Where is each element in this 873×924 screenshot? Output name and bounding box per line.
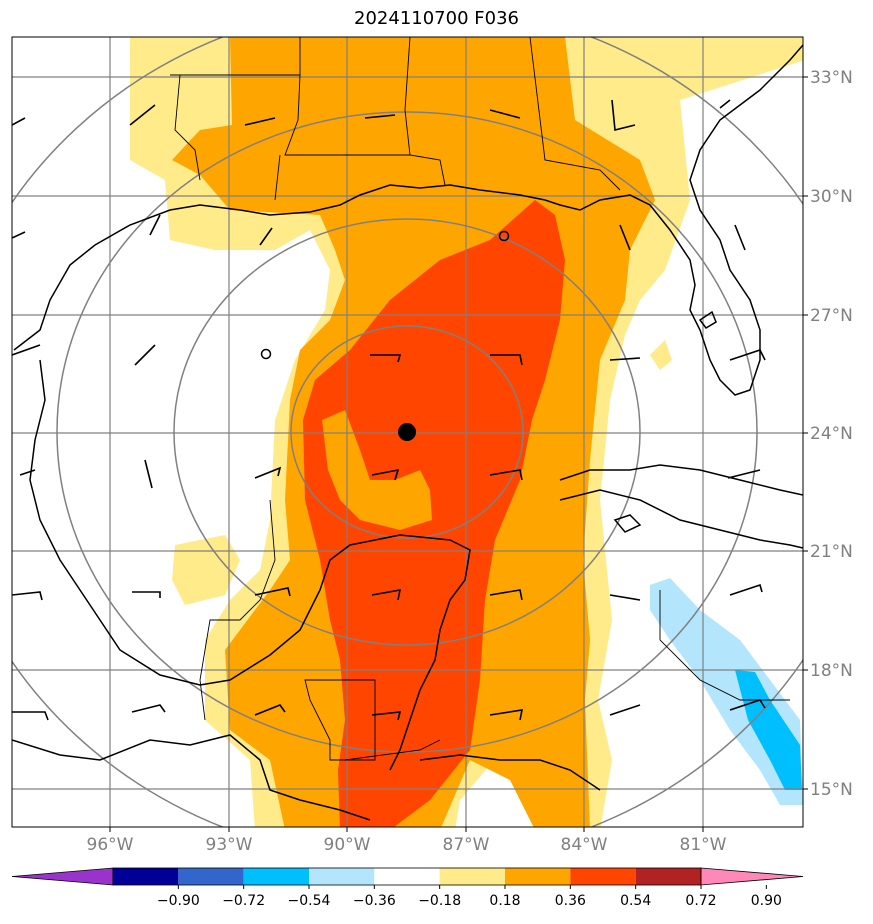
- lat-label: 15°N: [810, 780, 853, 800]
- colorbar-swatch: [178, 868, 244, 885]
- lon-label: 93°W: [206, 835, 253, 855]
- wind-barbs: [12, 99, 766, 721]
- shade-yellow-fl: [650, 340, 672, 370]
- colorbar-tick-label: 0.72: [685, 893, 716, 909]
- axis-ticks: [109, 76, 808, 832]
- borders: [170, 37, 790, 761]
- colorbar-swatch: [635, 868, 701, 885]
- lat-label: 18°N: [810, 661, 853, 681]
- colorbar-tick-label: −0.54: [288, 893, 331, 909]
- lat-label: 27°N: [810, 306, 853, 326]
- colorbar-tick-label: −0.36: [353, 893, 396, 909]
- colorbar-swatch: [505, 868, 571, 885]
- colorbar-swatch: [570, 868, 636, 885]
- storm-center-marker: [398, 423, 416, 441]
- lon-label: 84°W: [561, 835, 608, 855]
- colorbar-extend-high: [700, 867, 804, 886]
- colorbar-frame: [112, 867, 702, 886]
- colorbar-tick-label: 0.54: [620, 893, 651, 909]
- lon-label: 81°W: [680, 835, 727, 855]
- colorbar-tick-label: −0.18: [418, 893, 461, 909]
- colorbar-tick-label: 0.36: [555, 893, 586, 909]
- colorbar-tick-label: 0.18: [489, 893, 520, 909]
- lat-label: 33°N: [810, 68, 853, 88]
- lon-label: 87°W: [443, 835, 490, 855]
- point-marker-north: [498, 230, 510, 242]
- colorbar-tick-label: −0.90: [157, 893, 200, 909]
- coastlines: [12, 44, 803, 821]
- colorbar-extend-low: [11, 867, 114, 886]
- colorbar-swatch: [243, 868, 309, 885]
- colorbar: −0.90 −0.72 −0.54 −0.36 −0.18 0.18 0.36 0.54 0.7…: [11, 867, 804, 909]
- shade-yellow-blob: [172, 535, 240, 605]
- colorbar-swatch: [374, 868, 440, 885]
- lat-label: 24°N: [810, 424, 853, 444]
- colorbar-tick-label: −0.72: [222, 893, 265, 909]
- colorbar-swatch: [439, 868, 505, 885]
- shade-orange-slot: [322, 410, 432, 530]
- map-title: 2024110700 F036: [354, 8, 519, 29]
- colorbar-tick-label: 0.90: [751, 893, 782, 909]
- colorbar-swatch: [309, 868, 375, 885]
- map-frame: [11, 36, 804, 828]
- lon-label: 96°W: [87, 835, 134, 855]
- lat-label: 30°N: [810, 187, 853, 207]
- colorbar-swatch: [113, 868, 179, 885]
- lat-label: 21°N: [810, 542, 853, 562]
- map-area: [12, 37, 803, 827]
- lon-label: 90°W: [324, 835, 371, 855]
- point-marker-west: [260, 348, 272, 360]
